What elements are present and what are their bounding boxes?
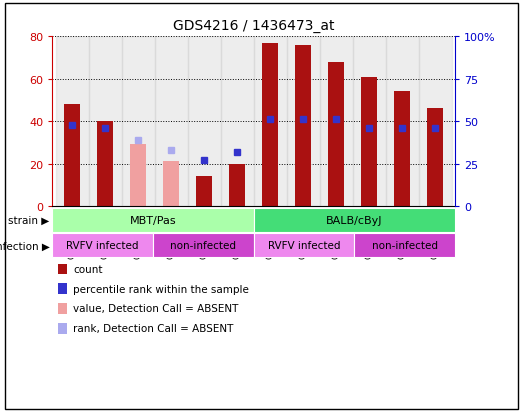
Bar xyxy=(427,109,444,206)
Bar xyxy=(254,37,287,206)
Bar xyxy=(64,105,81,206)
Bar xyxy=(419,37,452,206)
Bar xyxy=(97,122,113,206)
Bar xyxy=(295,45,311,206)
Text: RVFV infected: RVFV infected xyxy=(66,241,139,251)
Bar xyxy=(229,164,245,206)
Bar xyxy=(163,162,179,206)
Text: non-infected: non-infected xyxy=(170,241,236,251)
Text: count: count xyxy=(73,264,103,274)
Bar xyxy=(130,145,146,206)
Text: BALB/cByJ: BALB/cByJ xyxy=(326,215,383,225)
Bar xyxy=(188,37,221,206)
Bar xyxy=(122,37,155,206)
Text: GDS4216 / 1436473_at: GDS4216 / 1436473_at xyxy=(173,19,334,33)
Bar xyxy=(221,37,254,206)
Bar xyxy=(88,37,122,206)
Bar xyxy=(320,37,353,206)
Text: rank, Detection Call = ABSENT: rank, Detection Call = ABSENT xyxy=(73,323,234,334)
Bar xyxy=(361,77,378,206)
Text: RVFV infected: RVFV infected xyxy=(268,241,340,251)
Bar xyxy=(394,92,411,206)
Text: value, Detection Call = ABSENT: value, Detection Call = ABSENT xyxy=(73,304,238,314)
Bar xyxy=(155,37,188,206)
Text: non-infected: non-infected xyxy=(372,241,438,251)
Bar xyxy=(385,37,419,206)
Text: infection ▶: infection ▶ xyxy=(0,241,50,251)
Bar xyxy=(196,177,212,206)
Bar xyxy=(287,37,320,206)
Bar xyxy=(328,62,345,206)
Bar xyxy=(262,43,278,206)
Text: strain ▶: strain ▶ xyxy=(8,215,50,225)
Bar xyxy=(353,37,385,206)
Text: percentile rank within the sample: percentile rank within the sample xyxy=(73,284,249,294)
Bar xyxy=(55,37,88,206)
Text: MBT/Pas: MBT/Pas xyxy=(130,215,176,225)
